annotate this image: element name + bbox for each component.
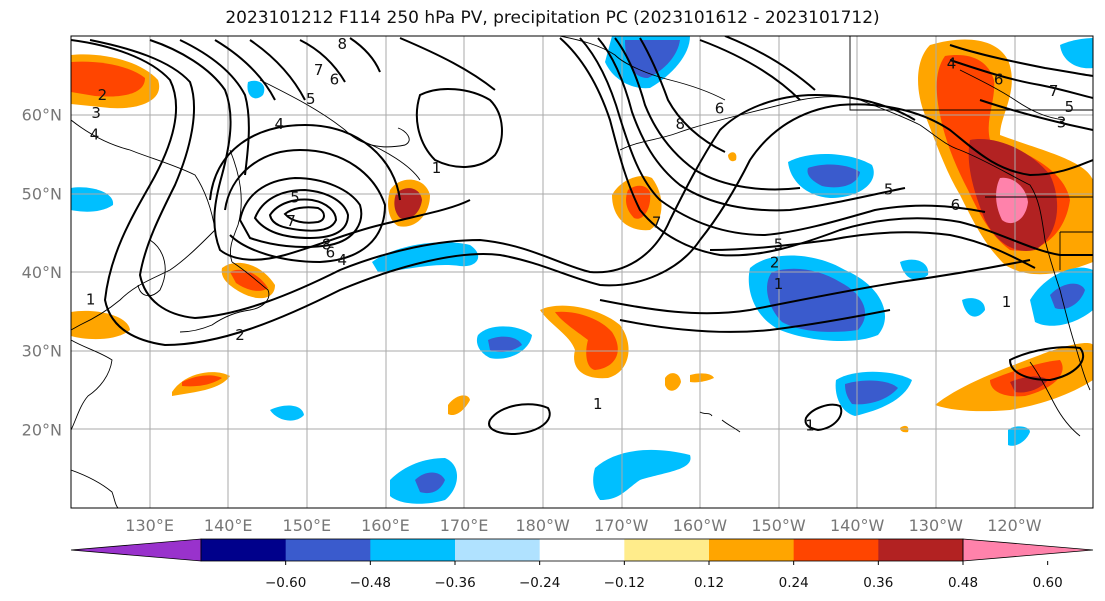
contour-label: 8 [675,115,685,133]
contour-label: 8 [322,235,332,253]
lat-label: 50°N [22,184,62,203]
contour-label: 1 [1002,293,1012,311]
colorbar-segment [201,539,287,561]
lon-axis-labels: 130°E 140°E 150°E 160°E 170°E 180°W 170°W 160°W… [125,516,1041,535]
contour-label: 6 [951,196,961,214]
lat-axis-labels: 60°N 50°N 40°N 30°N 20°N [22,106,62,440]
lat-label: 60°N [22,106,62,125]
lon-label: 140°E [204,516,253,535]
colorbar-tick-label: −0.12 [604,575,645,591]
colorbar-tick-label: −0.48 [350,575,391,591]
colorbar-tick-label: 0.48 [948,575,978,591]
contour-label: 6 [715,99,725,117]
lon-label: 150°W [751,516,806,535]
contour-label: 6 [326,243,336,261]
contour-label: 3 [91,104,101,122]
contour-label: 1 [805,416,815,434]
contour-label: 1 [432,159,442,177]
colorbar-tick-label: −0.60 [265,575,306,591]
contour-label: 3 [1057,114,1067,132]
contour-label: 1 [86,291,96,309]
contour-label: 5 [290,188,300,206]
contour-label: 7 [652,213,662,231]
colorbar-segment [793,539,879,561]
colorbar-tick-label: 0.12 [694,575,724,591]
contour-label: 2 [98,86,108,104]
colorbar-segment [709,539,795,561]
lon-label: 180°W [516,516,571,535]
contour-label: 7 [314,61,324,79]
lon-label: 130°W [909,516,964,535]
pv-contours [71,36,1093,436]
colorbar-segment [285,539,371,561]
colorbar-segment [539,539,625,561]
contour-label: 6 [994,70,1004,88]
lat-label: 20°N [22,420,62,439]
contour-label: 4 [90,125,100,143]
colorbar-tick-label: −0.24 [519,575,560,591]
colorbar-outline [200,538,964,562]
contour-label: 4 [947,55,957,73]
colorbar-segment [455,539,541,561]
contour-label: 5 [884,180,894,198]
lat-label: 30°N [22,342,62,361]
colorbar-tick-label: 0.24 [779,575,809,591]
lon-label: 170°E [440,516,489,535]
colorbar-segment [878,539,964,561]
contour-label: 4 [337,251,347,269]
contour-label: 1 [593,395,603,413]
contour-label: 6 [330,70,340,88]
lon-label: 170°W [594,516,649,535]
contour-label: 8 [337,35,347,53]
contour-label: 5 [774,235,784,253]
lat-label: 40°N [22,263,62,282]
map-title: 2023101212 F114 250 hPa PV, precipitatio… [225,8,880,28]
lon-label: 150°E [283,516,332,535]
lon-label: 160°W [673,516,728,535]
lon-label: 160°E [361,516,410,535]
colorbar-extend-low [70,538,202,562]
contour-label: 2 [770,254,780,272]
colorbar-extend-high [962,538,1094,562]
map-frame [70,35,1094,509]
graticule [71,36,1093,508]
colorbar-segment [370,539,456,561]
contour-label: 5 [306,90,316,108]
colorbar-tick-label: 0.36 [863,575,893,591]
contour-label: 7 [286,212,296,230]
colorbar-tick-label: 0.60 [1033,575,1063,591]
colorbar-tick-label: −0.36 [434,575,475,591]
contour-label: 7 [1049,82,1059,100]
lon-label: 140°W [830,516,885,535]
lon-label: 130°E [125,516,174,535]
contour-label: 5 [1065,98,1075,116]
precip-shading [71,36,1093,504]
contour-label: 1 [774,275,784,293]
colorbar-segment [624,539,710,561]
colorbar: −0.60 −0.48 −0.36 −0.24 −0.12 0.12 0.24 0.36 0.4… [70,538,1094,591]
lon-label: 120°W [987,516,1042,535]
contour-label: 2 [235,326,245,344]
contour-label: 4 [275,115,285,133]
